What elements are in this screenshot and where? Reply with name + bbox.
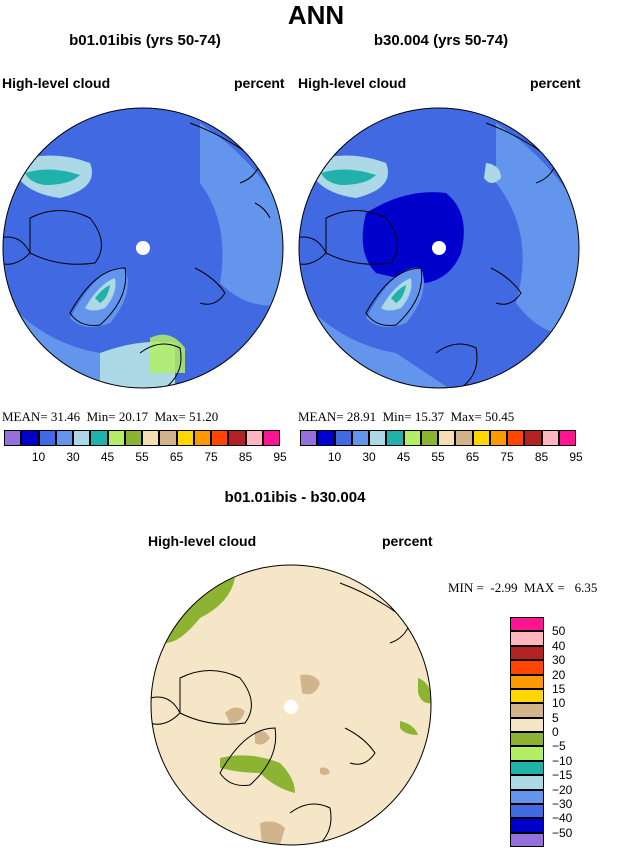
diff-colorbar-swatch [510,775,544,790]
panel-2-colorbar-swatch [438,430,456,446]
panel-2-colorbar-swatch [317,430,335,446]
diff-colorbar-swatch [510,660,544,675]
panel-2-colorbar-swatch [507,430,525,446]
panel-1-colorbar-swatch [107,430,125,446]
panel-1-colorbar-swatch [73,430,91,446]
diff-title: b01.01ibis - b30.004 [224,489,366,506]
diff-colorbar-label: −30 [552,796,573,811]
main-title: ANN [287,0,345,30]
panel-1-colorbar-swatch [21,430,39,446]
diff-map [150,564,432,846]
panel-2-colorbar-swatch [420,430,438,446]
panel-2-colorbar-swatch [351,430,369,446]
diff-colorbar-label: 50 [552,624,566,639]
panel-2-variable: High-level cloud [298,75,407,91]
panel-1-colorbar-swatch [4,430,22,446]
diff-colorbar-label: −10 [552,753,573,768]
panel-2-title: b30.004 (yrs 50-74) [373,32,509,49]
panel-1-colorbar-label: 30 [66,450,80,464]
panel-2-colorbar-swatch [489,430,507,446]
diff-colorbar-label: 40 [552,638,566,653]
diff-colorbar-swatch [510,674,544,689]
diff-colorbar-label: 15 [552,681,566,696]
diff-colorbar-swatch [510,789,544,804]
panel-1-colorbar-label: 65 [169,450,184,464]
diff-colorbar-label: −40 [552,811,573,826]
panel-1-stats: MEAN= 31.46 Min= 20.17 Max= 51.20 [2,409,219,424]
diff-units: percent [382,533,433,549]
panel-2-colorbar-swatch [300,430,318,446]
panel-1-colorbar-swatch [55,430,73,446]
panel-1-colorbar-label: 85 [238,450,253,464]
panel-2-colorbar-swatch [455,430,473,446]
diff-colorbar-label: 20 [552,667,566,682]
panel-1-colorbar-swatch [262,430,280,446]
panel-2-colorbar-swatch [369,430,387,446]
diff-colorbar-swatch [510,717,544,732]
diff-colorbar-label: 30 [552,653,566,668]
diff-colorbar-swatch [510,617,544,632]
diff-colorbar-swatch [510,732,544,747]
panel-2-colorbar-swatch [334,430,352,446]
diff-colorbar-label: −50 [552,825,573,840]
panel-2-colorbar-label: 75 [500,450,514,464]
panel-2-colorbar-label: 45 [396,450,411,464]
diff-colorbar-swatch [510,818,544,833]
panel-1-colorbar-swatch [245,430,263,446]
panel-2-colorbar-label: 30 [362,450,376,464]
diff-colorbar-label: −20 [552,782,573,797]
diff-colorbar-label: 10 [552,696,566,711]
diff-variable: High-level cloud [148,533,257,549]
panel-1-colorbar: 10 30 45 55 65 75 85 95 [4,430,287,464]
panel-2-colorbar-swatch [541,430,559,446]
panel-2-stats: MEAN= 28.91 Min= 15.37 Max= 50.45 [298,409,515,424]
diff-colorbar-label: 5 [552,710,559,725]
panel-1-colorbar-swatch [124,430,142,446]
panel-2-units: percent [530,75,581,91]
panel-1-colorbar-swatch [193,430,211,446]
panel-1-colorbar-swatch [142,430,160,446]
diff-colorbar-swatch [510,803,544,819]
panel-1-colorbar-swatch [228,430,246,446]
diff-colorbar-label: −5 [552,739,566,754]
panel-1-colorbar-label: 95 [273,450,287,464]
panel-1-colorbar-swatch [90,430,108,446]
panel-2-colorbar-label: 85 [534,450,549,464]
diff-colorbar-swatch [510,688,544,704]
panel-2-colorbar-swatch [403,430,421,446]
diff-colorbar-swatch [510,760,544,776]
panel-2-colorbar-label: 65 [465,450,480,464]
panel-2-colorbar-swatch [558,430,576,446]
panel-2-map [298,107,580,389]
panel-2-colorbar: 10 30 45 55 65 75 85 95 [300,430,583,464]
diff-colorbar: 50 40 30 20 15 10 5 0 −5 −10 −15 −20 −30 −40 −50 [510,617,572,847]
panel-2-colorbar-swatch [472,430,490,446]
panel-2-colorbar-label: 10 [327,450,342,464]
diff-colorbar-label: 0 [552,725,559,739]
panel-1-colorbar-label: 55 [135,450,149,464]
panel-1-colorbar-swatch [176,430,194,446]
panel-1-colorbar-label: 10 [31,450,46,464]
panel-1-colorbar-label: 75 [204,450,218,464]
panel-1-colorbar-swatch [211,430,229,446]
panel-2-colorbar-label: 95 [569,450,583,464]
diff-colorbar-swatch [510,631,544,646]
panel-1-colorbar-label: 45 [100,450,115,464]
panel-1-title: b01.01ibis (yrs 50-74) [69,32,221,49]
panel-1-variable: High-level cloud [2,75,111,91]
panel-1-map [2,107,284,389]
panel-1-colorbar-swatch [38,430,56,446]
diff-colorbar-swatch [510,832,544,847]
panel-1-units: percent [234,75,285,91]
diff-stats: MIN = -2.99 MAX = 6.35 [448,580,598,595]
panel-2-colorbar-swatch [386,430,404,446]
diff-colorbar-swatch [510,645,544,661]
panel-2-colorbar-label: 55 [431,450,445,464]
diff-colorbar-swatch [510,746,544,761]
panel-1-colorbar-swatch [159,430,177,446]
panel-2-colorbar-swatch [524,430,542,446]
diff-colorbar-swatch [510,703,544,718]
diff-colorbar-label: −15 [552,768,573,783]
